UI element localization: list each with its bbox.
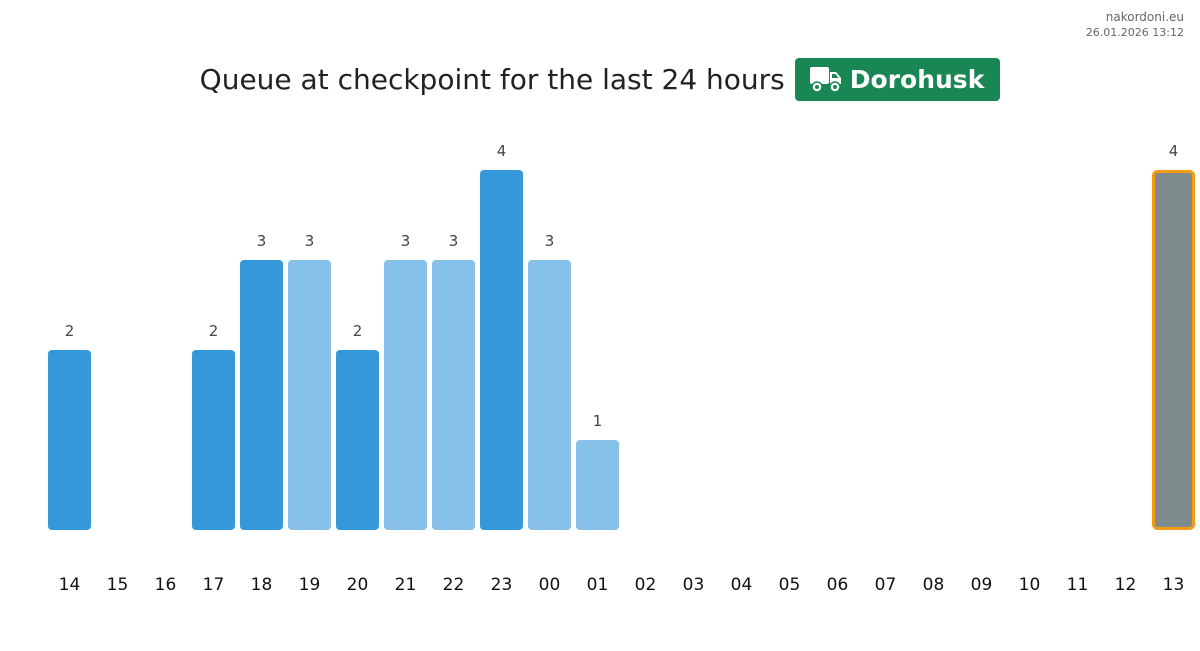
source-site: nakordoni.eu	[1105, 10, 1184, 24]
bar-17	[192, 350, 235, 530]
tick-label-03: 03	[683, 575, 705, 595]
tick-label-02: 02	[635, 575, 657, 595]
bar-21	[384, 260, 427, 530]
bar-20	[336, 350, 379, 530]
tick-label-12: 12	[1115, 575, 1137, 595]
tick-label-13: 13	[1163, 575, 1185, 595]
bar-22	[432, 260, 475, 530]
value-label-14: 2	[65, 322, 75, 340]
bar-19	[288, 260, 331, 530]
bar-23	[480, 170, 523, 530]
value-label-22: 3	[449, 232, 459, 250]
value-label-20: 2	[353, 322, 363, 340]
tick-label-00: 00	[539, 575, 561, 595]
tick-label-11: 11	[1067, 575, 1089, 595]
tick-label-01: 01	[587, 575, 609, 595]
value-label-00: 3	[545, 232, 555, 250]
tick-label-04: 04	[731, 575, 753, 595]
value-label-21: 3	[401, 232, 411, 250]
tick-label-08: 08	[923, 575, 945, 595]
truck-icon	[809, 66, 841, 93]
chart-header: Queue at checkpoint for the last 24 hour…	[0, 58, 1200, 101]
source-timestamp: 26.01.2026 13:12	[1085, 26, 1184, 39]
tick-label-06: 06	[827, 575, 849, 595]
tick-label-10: 10	[1019, 575, 1041, 595]
tick-label-19: 19	[299, 575, 321, 595]
checkpoint-name: Dorohusk	[849, 65, 985, 94]
source-info: nakordoni.eu 26.01.2026 13:12	[1086, 10, 1184, 40]
tick-label-16: 16	[155, 575, 177, 595]
value-label-19: 3	[305, 232, 315, 250]
tick-label-18: 18	[251, 575, 273, 595]
chart-title: Queue at checkpoint for the last 24 hour…	[199, 63, 785, 96]
value-label-17: 2	[209, 322, 219, 340]
tick-label-21: 21	[395, 575, 417, 595]
value-label-23: 4	[497, 142, 507, 160]
bar-14	[48, 350, 91, 530]
tick-label-17: 17	[203, 575, 225, 595]
tick-label-20: 20	[347, 575, 369, 595]
tick-label-07: 07	[875, 575, 897, 595]
tick-label-14: 14	[59, 575, 81, 595]
tick-label-23: 23	[491, 575, 513, 595]
tick-label-09: 09	[971, 575, 993, 595]
bar-18	[240, 260, 283, 530]
checkpoint-badge: Dorohusk	[794, 58, 1001, 101]
value-label-18: 3	[257, 232, 267, 250]
value-label-13: 4	[1169, 142, 1179, 160]
tick-label-15: 15	[107, 575, 129, 595]
tick-label-05: 05	[779, 575, 801, 595]
value-label-01: 1	[593, 412, 603, 430]
bar-01	[576, 440, 619, 530]
tick-label-22: 22	[443, 575, 465, 595]
bar-13	[1152, 170, 1195, 530]
bar-00	[528, 260, 571, 530]
